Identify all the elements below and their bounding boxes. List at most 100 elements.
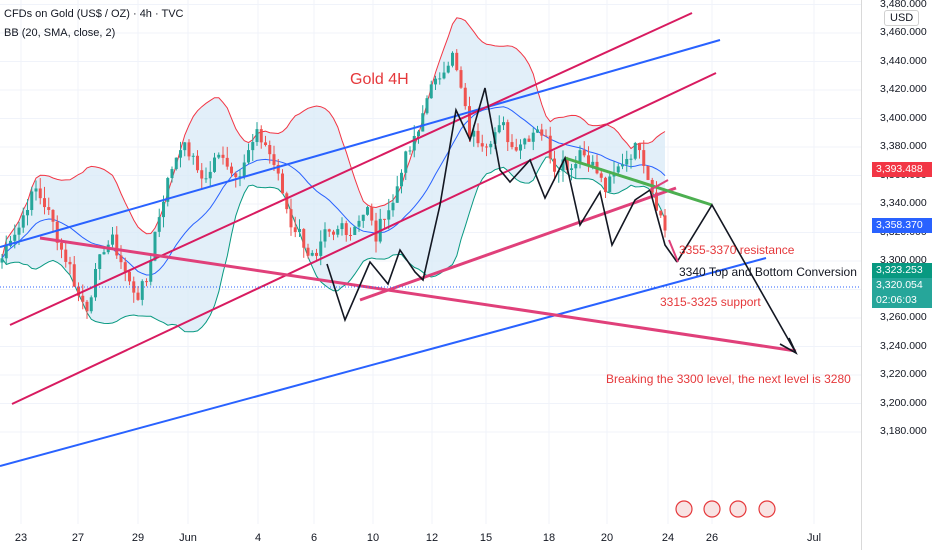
candle-body	[374, 220, 378, 242]
x-tick-label: 18	[543, 532, 555, 544]
candle-body	[608, 176, 612, 193]
candle-body	[111, 234, 114, 245]
candle-body	[489, 143, 493, 148]
projection-path[interactable]	[676, 203, 797, 354]
event-flag-icon[interactable]	[729, 500, 747, 518]
x-axis: 232729Jun4610121518202426Jul3	[15, 532, 879, 544]
y-tick-label: 3,260.000	[880, 311, 927, 323]
candle-body	[119, 255, 123, 263]
candle-body	[391, 202, 395, 211]
candle-body	[115, 234, 119, 256]
candle-body	[187, 142, 191, 157]
event-flag-icon[interactable]	[758, 500, 776, 518]
candle-body	[340, 223, 344, 230]
y-tick-label: 3,420.000	[880, 83, 927, 95]
candle-body	[21, 215, 25, 228]
symbol-title[interactable]: CFDs on Gold (US$ / OZ) · 4h · TVC	[4, 8, 184, 20]
bb-upper-band	[1, 17, 666, 259]
candle-body	[582, 150, 586, 156]
candle-body	[616, 166, 620, 173]
candle-body	[574, 163, 578, 169]
candle-body	[47, 207, 51, 210]
candle-body	[85, 301, 89, 312]
candle-body	[425, 98, 429, 114]
candle-body	[302, 229, 306, 248]
candle-body	[98, 254, 102, 269]
candle-body	[230, 166, 233, 174]
pink-channel-lower-line[interactable]	[11, 72, 717, 405]
candle-body	[446, 65, 450, 73]
candle-body	[395, 186, 399, 203]
candle-body	[510, 142, 514, 148]
price-tag-blue: 3,358.370	[872, 218, 932, 233]
candle-body	[55, 221, 59, 243]
candle-body	[604, 177, 607, 193]
candle-body	[514, 147, 518, 151]
drawing-overlays	[0, 12, 798, 467]
pink-arrow-down	[668, 239, 679, 263]
candle-body	[527, 138, 531, 142]
candle-body	[64, 249, 68, 262]
event-flag-icon[interactable]	[675, 500, 693, 518]
candle-body	[599, 173, 603, 178]
candle-body	[43, 198, 46, 208]
candle-body	[34, 188, 38, 192]
candle-body	[480, 143, 484, 147]
candle-body	[60, 242, 63, 250]
candle-body	[519, 144, 522, 151]
x-tick-label: 15	[480, 532, 492, 544]
candle-body	[68, 261, 72, 265]
candle-body	[293, 227, 297, 232]
candle-body	[238, 176, 242, 178]
pink-channel-upper-line[interactable]	[9, 12, 693, 326]
candle-body	[255, 129, 259, 143]
candle-body	[140, 281, 144, 300]
candle-body	[38, 188, 42, 199]
price-tag-last: 3,323.253	[872, 263, 932, 278]
candle-body	[332, 231, 335, 235]
candle-body	[217, 154, 221, 158]
candle-body	[0, 258, 4, 263]
candle-body	[242, 162, 246, 177]
candle-body	[315, 252, 318, 256]
candle-body	[17, 227, 21, 235]
candle-body	[417, 131, 420, 136]
candle-body	[442, 72, 446, 79]
candle-body	[472, 130, 476, 137]
candle-body	[179, 150, 182, 158]
indicator-label[interactable]: BB (20, SMA, close, 2)	[4, 27, 116, 39]
candle-body	[408, 150, 412, 152]
candle-body	[72, 264, 76, 287]
candle-body	[451, 52, 454, 66]
candle-body	[353, 226, 357, 236]
candle-body	[421, 113, 425, 132]
candle-body	[553, 158, 556, 172]
candle-body	[536, 129, 539, 133]
zigzag-pattern[interactable]	[326, 87, 678, 323]
price-tag-red: 3,393.488	[872, 162, 932, 177]
x-tick-label: 27	[72, 532, 84, 544]
candle-body	[400, 172, 403, 187]
blue-channel-upper-line[interactable]	[0, 39, 721, 248]
candle-body	[349, 235, 352, 237]
x-tick-label: 26	[706, 532, 718, 544]
pink-arrow-up	[649, 179, 669, 191]
y-tick-label: 3,240.000	[880, 339, 927, 352]
annotation-conversion: 3340 Top and Bottom Conversion	[679, 265, 857, 279]
candle-body	[136, 292, 140, 300]
candle-body	[94, 268, 97, 298]
ascending-support-line[interactable]	[359, 186, 677, 302]
candle-body	[587, 155, 590, 166]
blue-channel-lower-line[interactable]	[0, 257, 767, 467]
candle-body	[361, 214, 365, 221]
currency-selector[interactable]: USD	[884, 10, 920, 26]
candle-body	[463, 87, 467, 107]
resistance-green-line[interactable]	[564, 156, 713, 207]
candle-body	[476, 130, 480, 144]
candle-body	[208, 171, 212, 179]
descending-trendline[interactable]	[39, 236, 797, 353]
event-flag-icon[interactable]	[703, 500, 721, 518]
candle-body	[591, 161, 595, 166]
candle-body	[170, 169, 174, 179]
